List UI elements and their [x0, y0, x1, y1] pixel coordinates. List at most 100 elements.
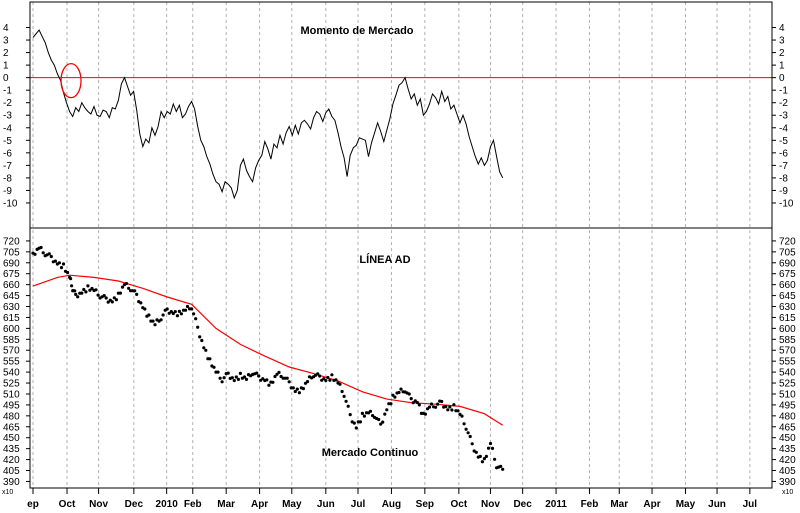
y-tick-label: 540 — [3, 368, 20, 379]
ad-data-point — [80, 291, 84, 295]
ad-data-point — [429, 402, 434, 406]
ad-data-point — [242, 375, 247, 379]
y-tick-label: 1 — [3, 61, 9, 72]
ad-data-point — [120, 285, 125, 289]
y-tick-label: -8 — [3, 173, 12, 184]
x-tick-label: Oct — [451, 499, 468, 510]
ad-data-point — [173, 310, 177, 314]
y-tick-label: -3 — [779, 111, 788, 122]
y-tick-label: 525 — [779, 379, 796, 390]
x-tick-label: Aug — [382, 499, 401, 510]
y-tick-label: -8 — [779, 173, 788, 184]
ad-data-point — [232, 379, 236, 383]
ad-data-point — [185, 304, 190, 309]
ad-data-point — [110, 300, 114, 304]
ad-data-point — [106, 300, 110, 304]
y-tick-label: 2 — [779, 48, 785, 59]
ad-right-axis: 7207056906756606456306156005855705555405… — [772, 236, 796, 488]
x-tick-label: Feb — [581, 499, 599, 510]
y-tick-label: 600 — [3, 324, 20, 335]
ad-data-point — [397, 390, 401, 395]
ad-left-axis: 7207056906756606456306156005855705555405… — [3, 236, 30, 488]
ad-data-point — [104, 296, 108, 300]
ad-data-point — [216, 370, 220, 374]
ad-data-point — [212, 365, 216, 369]
ad-data-point — [84, 290, 88, 294]
ad-data-point — [76, 295, 80, 299]
ad-data-point — [222, 376, 226, 380]
ad-data-point — [391, 393, 395, 397]
ad-data-point — [200, 338, 204, 343]
y-tick-label: 435 — [3, 444, 20, 455]
y-tick-label: -3 — [3, 111, 12, 122]
ad-dot-series — [31, 245, 505, 471]
ad-data-point — [460, 414, 464, 418]
x-tick-label: Apr — [643, 499, 660, 510]
ad-data-point — [377, 417, 381, 422]
ad-data-point — [360, 411, 364, 415]
ad-data-point — [340, 389, 344, 394]
y-tick-label: 630 — [3, 302, 20, 313]
y-tick-label: 2 — [3, 48, 9, 59]
ad-data-point — [305, 380, 310, 384]
ad-data-point — [493, 457, 497, 461]
ad-data-point — [466, 431, 470, 435]
ad-data-point — [267, 383, 271, 387]
ad-line-panel: LÍNEA AD Mercado Continuo — [31, 245, 505, 471]
x-tick-label: Mar — [217, 499, 235, 510]
ad-data-point — [192, 312, 196, 316]
y-tick-label: -2 — [779, 98, 788, 109]
ad-data-point — [484, 454, 488, 458]
ad-data-point — [474, 450, 478, 454]
y-tick-label: 4 — [3, 23, 9, 34]
ad-data-point — [486, 446, 491, 450]
ad-data-point — [328, 378, 332, 382]
ad-data-point — [326, 375, 330, 380]
ad-data-point — [73, 289, 77, 293]
ad-data-point — [273, 374, 277, 379]
multiplier-label-left: x10 — [2, 489, 13, 496]
x-tick-label: Oct — [59, 499, 76, 510]
ad-data-point — [297, 391, 301, 395]
y-tick-label: 390 — [3, 477, 20, 488]
multiplier-label-right: x10 — [782, 489, 793, 496]
ad-data-point — [33, 252, 37, 256]
ad-data-point — [86, 284, 90, 288]
ad-subtitle: Mercado Continuo — [322, 447, 419, 459]
ad-data-point — [383, 412, 387, 416]
ad-data-point — [202, 346, 206, 350]
x-tick-label: Apr — [251, 499, 268, 510]
ad-data-point — [344, 399, 348, 403]
x-tick-label: Jul — [351, 499, 366, 510]
y-tick-label: 405 — [779, 466, 796, 477]
ad-data-point — [169, 310, 173, 314]
y-tick-label: 615 — [3, 313, 20, 324]
ad-data-point — [427, 405, 432, 409]
ad-data-point — [277, 370, 281, 374]
ad-data-point — [94, 288, 98, 292]
ad-data-point — [285, 376, 289, 380]
ad-data-point — [490, 446, 495, 450]
ad-data-point — [348, 413, 352, 417]
y-tick-label: 3 — [3, 36, 9, 47]
y-tick-label: -6 — [3, 148, 12, 159]
y-tick-label: 480 — [3, 411, 20, 422]
ad-data-point — [452, 403, 456, 407]
y-tick-label: 555 — [3, 357, 20, 368]
y-tick-label: 690 — [779, 258, 796, 269]
ad-data-point — [82, 287, 86, 292]
ad-data-point — [143, 307, 147, 311]
y-tick-label: 585 — [3, 335, 20, 346]
ad-data-point — [368, 409, 373, 413]
y-tick-label: 525 — [3, 379, 20, 390]
y-tick-label: -5 — [779, 136, 788, 147]
ad-data-point — [468, 434, 472, 439]
ad-data-point — [161, 313, 165, 317]
x-tick-label: Sep — [416, 499, 434, 510]
y-tick-label: 720 — [3, 236, 20, 247]
y-tick-label: 555 — [779, 357, 796, 368]
momentum-right-axis: 4 32 10 -1-2 -3-4 -5-6 -7-8 -9-10 — [772, 23, 794, 209]
ad-data-point — [171, 311, 175, 316]
y-tick-label: 1 — [779, 61, 785, 72]
ad-data-point — [261, 377, 265, 381]
